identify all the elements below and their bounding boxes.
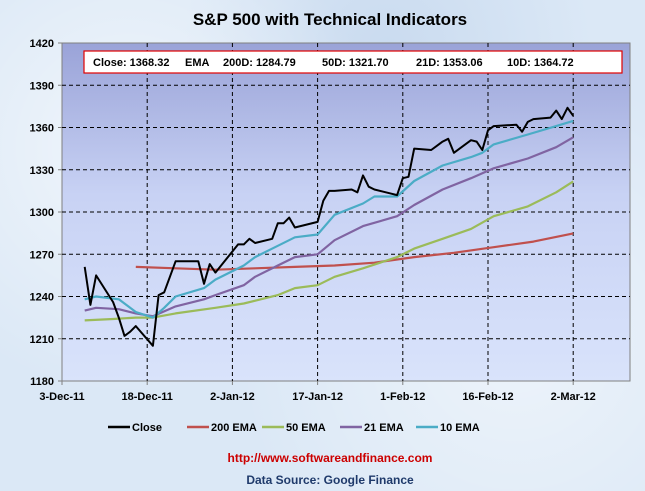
x-tick-label: 16-Feb-12 [462, 391, 513, 403]
legend-label: 50 EMA [286, 422, 326, 434]
summary-ema-label: EMA [185, 57, 210, 69]
legend: Close 200 EMA 50 EMA 21 EMA 10 EMA [108, 422, 480, 434]
y-tick-label: 1420 [30, 38, 54, 50]
y-tick-label: 1270 [30, 249, 54, 261]
footer-url[interactable]: http://www.softwareandfinance.com [228, 451, 433, 465]
summary-ema21: 21D: 1353.06 [416, 57, 483, 69]
y-tick-label: 1240 [30, 292, 54, 304]
footer-source: Data Source: Google Finance [246, 473, 414, 487]
series-line-close [83, 106, 575, 347]
series-line-10-ema [84, 119, 574, 319]
y-tick-label: 1390 [30, 80, 54, 92]
chart-title: S&P 500 with Technical Indicators [193, 10, 467, 29]
summary-box: Close: 1368.32 EMA 200D: 1284.79 50D: 13… [83, 50, 623, 74]
x-tick-label: 1-Feb-12 [380, 391, 425, 403]
x-tick-label: 3-Dec-11 [39, 391, 84, 403]
legend-label: 200 EMA [211, 422, 257, 434]
x-tick-label: 2-Mar-12 [551, 391, 596, 403]
x-tick-label: 17-Jan-12 [292, 391, 343, 403]
summary-close: Close: 1368.32 [93, 57, 169, 69]
y-tick-label: 1180 [30, 376, 54, 388]
y-tick-label: 1330 [30, 165, 54, 177]
legend-label: 10 EMA [440, 422, 480, 434]
summary-ema50: 50D: 1321.70 [322, 57, 389, 69]
legend-label: Close [132, 422, 162, 434]
y-tick-label: 1300 [30, 207, 54, 219]
summary-ema200: 200D: 1284.79 [223, 57, 296, 69]
x-tick-label: 2-Jan-12 [210, 391, 255, 403]
y-tick-label: 1210 [30, 334, 54, 346]
summary-ema10: 10D: 1364.72 [507, 57, 574, 69]
x-tick-label: 18-Dec-11 [122, 391, 173, 403]
y-tick-label: 1360 [30, 123, 54, 135]
legend-label: 21 EMA [364, 422, 404, 434]
